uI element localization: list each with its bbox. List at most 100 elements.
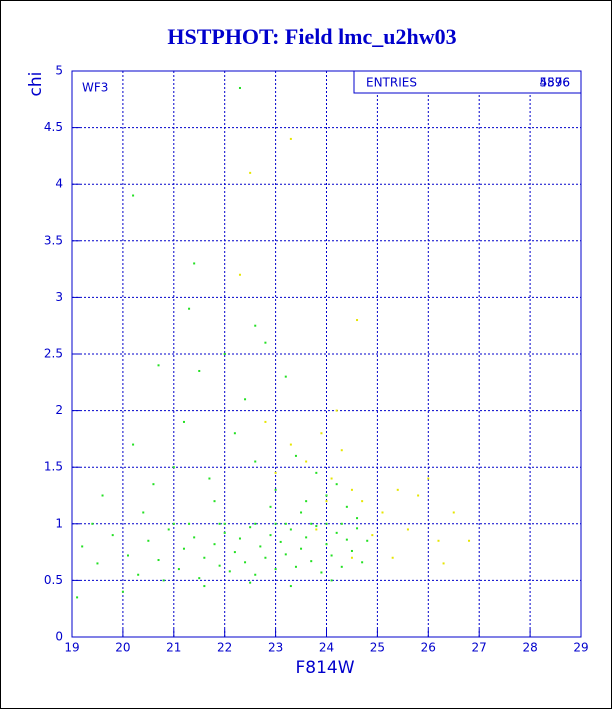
point — [396, 488, 399, 491]
point — [238, 86, 241, 89]
point — [345, 538, 348, 541]
point — [340, 449, 343, 452]
point — [182, 420, 185, 423]
point — [188, 522, 191, 525]
point — [233, 432, 236, 435]
point — [350, 556, 353, 559]
y-tick-label: 1.5 — [44, 460, 63, 474]
point — [177, 568, 180, 571]
point — [244, 398, 247, 401]
point — [325, 543, 328, 546]
point — [101, 494, 104, 497]
point — [289, 585, 292, 588]
x-tick-label: 20 — [115, 641, 130, 655]
point — [264, 341, 267, 344]
point — [361, 561, 364, 564]
point — [259, 545, 262, 548]
point — [213, 500, 216, 503]
stats-label: ENTRIES — [366, 76, 417, 90]
point — [300, 511, 303, 514]
point — [427, 477, 430, 480]
point — [350, 549, 353, 552]
point — [182, 547, 185, 550]
point — [340, 565, 343, 568]
point — [345, 505, 348, 508]
y-tick-label: 4.5 — [44, 120, 63, 134]
point — [310, 522, 313, 525]
point — [81, 545, 84, 548]
point — [198, 369, 201, 372]
x-tick-label: 19 — [64, 641, 79, 655]
point — [274, 488, 277, 491]
point — [228, 570, 231, 573]
plot-frame — [71, 70, 582, 638]
point — [198, 577, 201, 580]
point — [356, 319, 359, 322]
point — [305, 460, 308, 463]
point — [218, 522, 221, 525]
point — [330, 579, 333, 582]
point — [238, 537, 241, 540]
point — [142, 511, 145, 514]
point — [274, 568, 277, 571]
y-tick-label: 3.5 — [44, 233, 63, 247]
point — [91, 522, 94, 525]
point — [96, 562, 99, 565]
point — [157, 364, 160, 367]
point — [325, 500, 328, 503]
point — [442, 562, 445, 565]
point — [147, 539, 150, 542]
point — [254, 573, 257, 576]
point — [417, 494, 420, 497]
point — [279, 540, 282, 543]
x-tick-label: 22 — [217, 641, 232, 655]
point — [325, 494, 328, 497]
point — [289, 528, 292, 531]
point — [381, 511, 384, 514]
point — [111, 534, 114, 537]
y-tick-label: 4 — [55, 177, 63, 191]
point — [152, 483, 155, 486]
point — [172, 522, 175, 525]
point — [233, 551, 236, 554]
point — [305, 500, 308, 503]
point — [330, 554, 333, 557]
point — [137, 573, 140, 576]
point — [264, 556, 267, 559]
y-tick-label: 3 — [55, 290, 63, 304]
point — [325, 522, 328, 525]
point — [203, 585, 206, 588]
point — [203, 556, 206, 559]
point — [193, 536, 196, 539]
point — [284, 375, 287, 378]
y-axis-label: chi — [26, 72, 46, 97]
annotation: WF3 — [82, 81, 108, 95]
point — [132, 194, 135, 197]
point — [315, 525, 318, 528]
y-tick-label: 2.5 — [44, 347, 63, 361]
y-tick-label: 2 — [55, 403, 63, 417]
point — [361, 500, 364, 503]
point — [249, 526, 252, 529]
point — [300, 547, 303, 550]
point — [468, 539, 471, 542]
point — [274, 471, 277, 474]
point — [284, 553, 287, 556]
x-tick-label: 29 — [573, 641, 588, 655]
point — [167, 528, 170, 531]
point — [254, 324, 257, 327]
x-tick-label: 21 — [166, 641, 181, 655]
point — [335, 409, 338, 412]
point — [238, 273, 241, 276]
point — [264, 420, 267, 423]
point — [335, 531, 338, 534]
point — [223, 531, 226, 534]
x-axis-label: F814W — [295, 658, 354, 678]
point — [249, 581, 252, 584]
point — [284, 522, 287, 525]
point — [452, 511, 455, 514]
point — [315, 471, 318, 474]
point — [371, 534, 374, 537]
point — [320, 571, 323, 574]
